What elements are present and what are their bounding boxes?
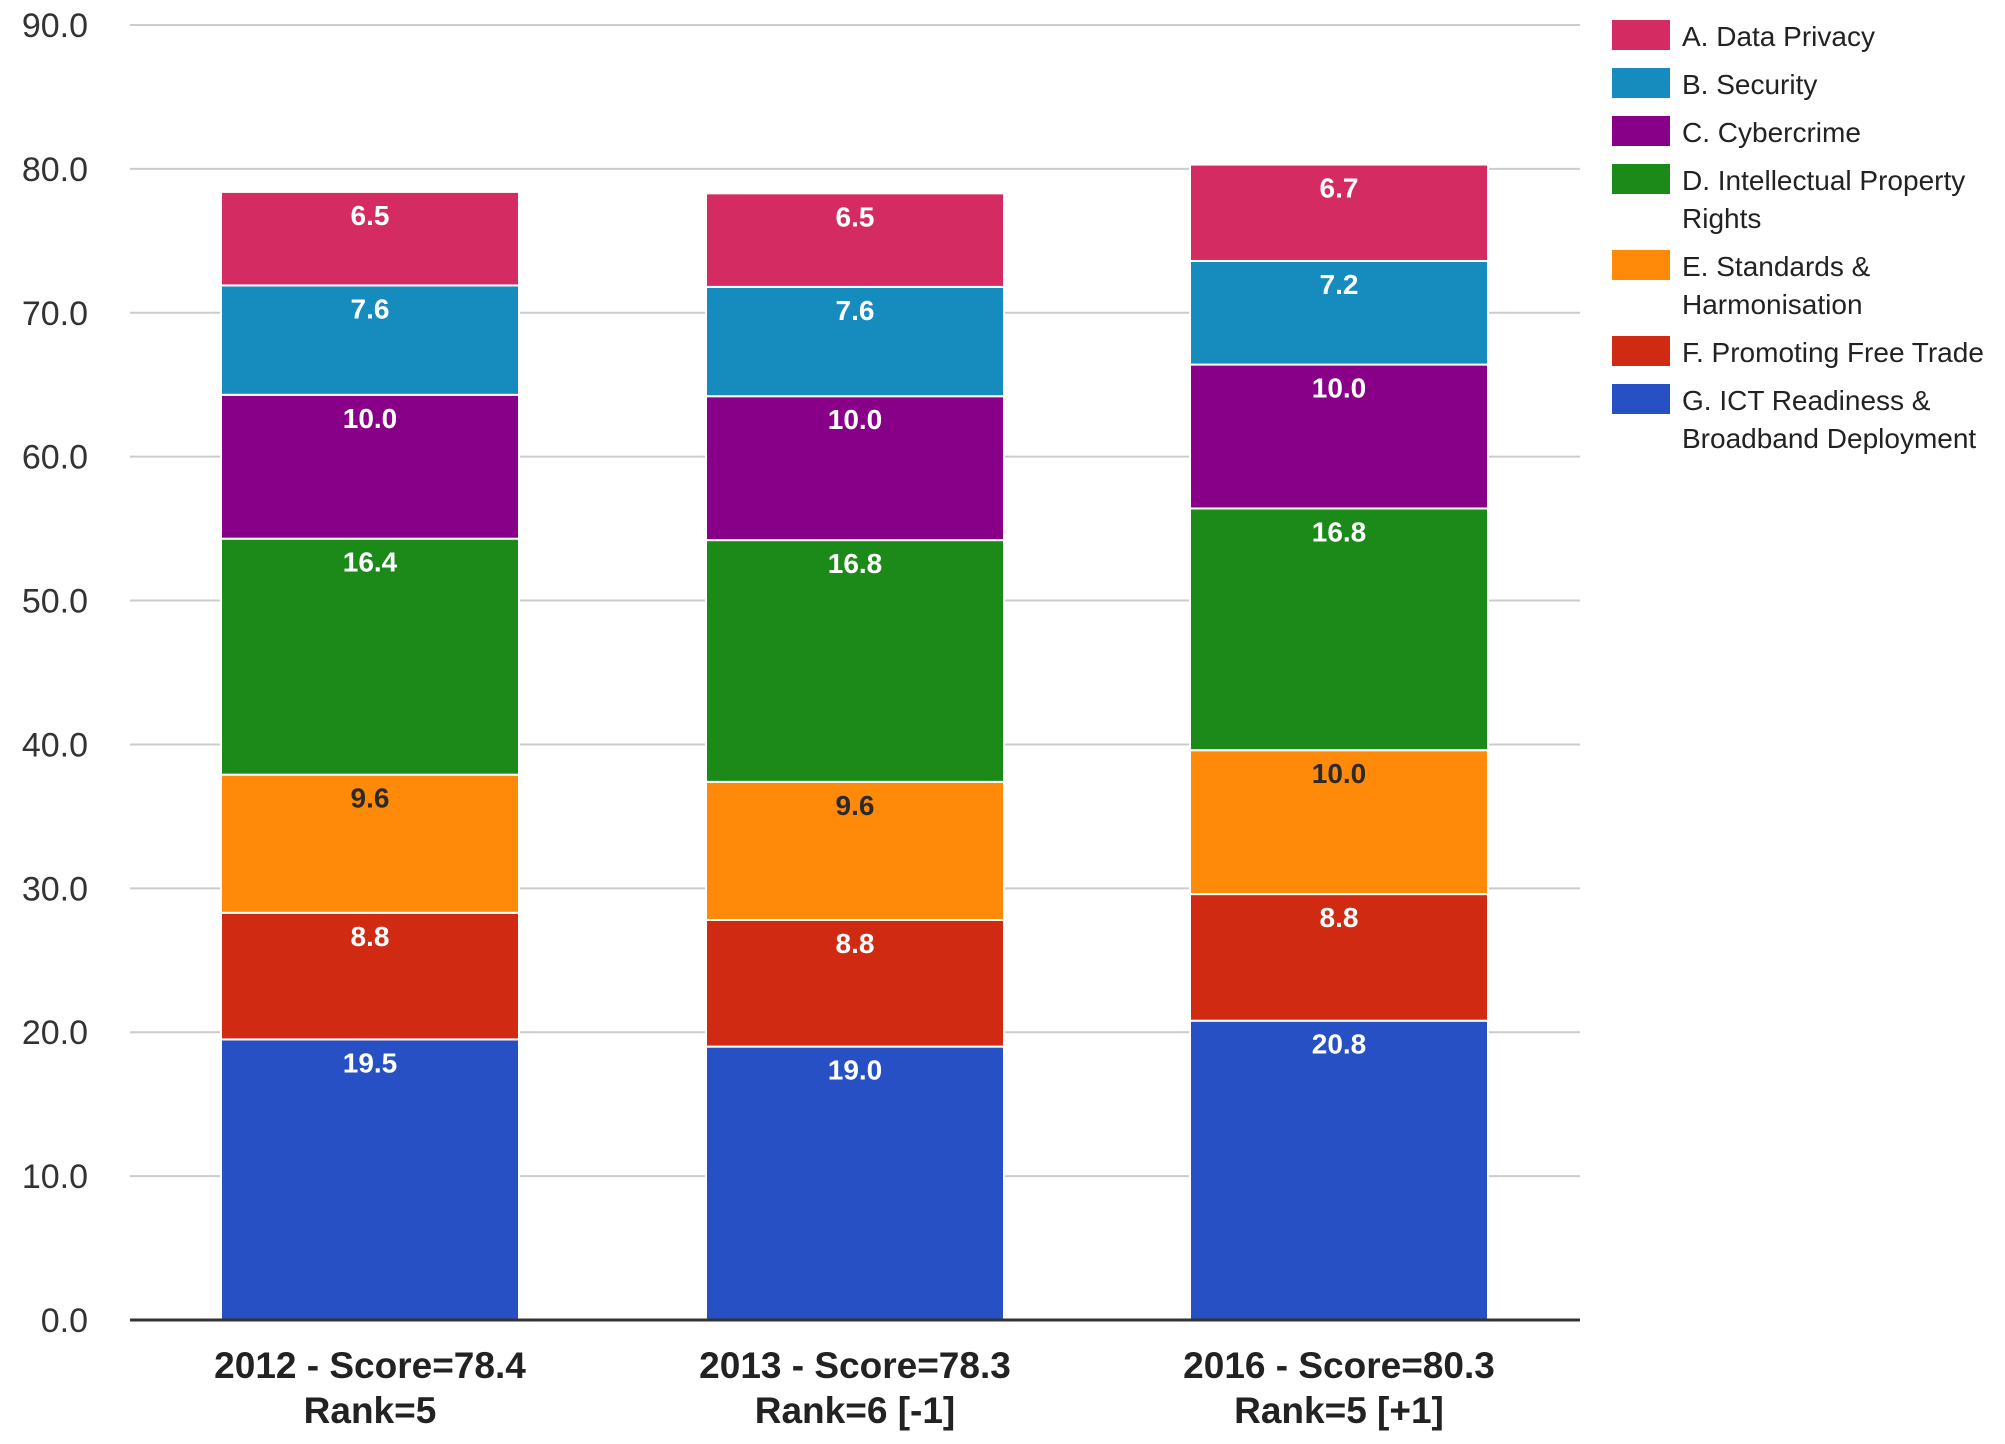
bar-segment <box>220 190 520 287</box>
y-tick-label: 50.0 <box>22 583 88 621</box>
bars <box>220 163 1489 1321</box>
bar-segment <box>705 192 1005 288</box>
legend-swatch <box>1612 384 1670 414</box>
bar-segment <box>1189 363 1489 510</box>
legend-swatch <box>1612 164 1670 194</box>
legend-swatch <box>1612 336 1670 366</box>
legend-label: D. Intellectual Property Rights <box>1682 165 1966 234</box>
y-tick-label: 40.0 <box>22 726 88 764</box>
data-label: 8.8 <box>836 928 875 959</box>
data-label: 20.8 <box>1312 1029 1367 1060</box>
legend-label: E. Standards & Harmonisation <box>1682 251 1871 320</box>
bar-segment <box>705 1045 1005 1321</box>
legend-label: B. Security <box>1682 69 1818 100</box>
data-label: 10.0 <box>828 404 883 435</box>
legend-item: E. Standards & Harmonisation <box>1612 248 2002 324</box>
y-tick-label: 0.0 <box>41 1302 88 1340</box>
bar-segment <box>1189 1019 1489 1321</box>
y-tick-label: 20.0 <box>22 1014 88 1052</box>
x-tick-label: 2016 - Score=80.3 Rank=5 [+1] <box>1183 1345 1495 1431</box>
y-tick-label: 10.0 <box>22 1158 88 1196</box>
data-label: 6.5 <box>351 200 390 231</box>
legend-item: G. ICT Readiness & Broadband Deployment <box>1612 382 2002 458</box>
legend-label: A. Data Privacy <box>1682 21 1875 52</box>
data-label: 10.0 <box>1312 758 1367 789</box>
bar-segment <box>220 1038 520 1321</box>
legend-label: F. Promoting Free Trade <box>1682 337 1984 368</box>
legend-label: G. ICT Readiness & Broadband Deployment <box>1682 385 1977 454</box>
data-label: 6.7 <box>1320 173 1359 204</box>
bar-segment <box>1189 163 1489 262</box>
data-label: 9.6 <box>836 790 875 821</box>
data-label: 10.0 <box>343 403 398 434</box>
data-label: 7.6 <box>836 295 875 326</box>
bar-segment <box>220 537 520 776</box>
y-tick-label: 90.0 <box>22 7 88 45</box>
data-label: 19.5 <box>343 1047 398 1078</box>
data-label: 19.0 <box>828 1055 883 1086</box>
bar-segment <box>1189 507 1489 752</box>
y-tick-label: 60.0 <box>22 439 88 477</box>
bar-segment <box>705 395 1005 542</box>
y-tick-label: 80.0 <box>22 151 88 189</box>
y-tick-label: 30.0 <box>22 870 88 908</box>
bar-segment <box>1189 893 1489 1022</box>
bar-segment <box>705 539 1005 783</box>
bar-segment <box>1189 259 1489 366</box>
legend-swatch <box>1612 68 1670 98</box>
y-axis-tick-labels: 0.0 10.0 20.0 30.0 40.0 50.0 60.0 70.0 80.0 90.0 <box>22 7 88 1340</box>
data-label: 16.4 <box>343 547 398 578</box>
data-labels: 19.5 8.8 9.6 16.4 10.0 7.6 6.5 19.0 8.8 9.6 16.8 10… <box>343 173 1367 1086</box>
data-label: 16.8 <box>828 548 883 579</box>
bar-segment <box>705 918 1005 1048</box>
bar-segment <box>1189 749 1489 896</box>
x-axis-tick-labels: 2012 - Score=78.4 Rank=5 2013 - Score=78.3… <box>214 1345 1495 1431</box>
x-tick-label: 2013 - Score=78.3 Rank=6 [-1] <box>699 1345 1011 1431</box>
data-label: 16.8 <box>1312 516 1367 547</box>
bar-segment <box>220 911 520 1041</box>
legend-item: C. Cybercrime <box>1612 114 2002 152</box>
legend-swatch <box>1612 20 1670 50</box>
data-label: 6.5 <box>836 201 875 232</box>
legend-swatch <box>1612 250 1670 280</box>
legend-item: A. Data Privacy <box>1612 18 2002 56</box>
legend-item: D. Intellectual Property Rights <box>1612 162 2002 238</box>
bar-segment <box>220 284 520 396</box>
data-label: 8.8 <box>1320 902 1359 933</box>
bar-segment <box>705 780 1005 921</box>
data-label: 8.8 <box>351 921 390 952</box>
y-tick-label: 70.0 <box>22 295 88 333</box>
legend: A. Data Privacy B. Security C. Cybercrime D… <box>1612 18 2002 468</box>
legend-item: F. Promoting Free Trade <box>1612 334 2002 372</box>
data-label: 7.2 <box>1320 269 1359 300</box>
legend-swatch <box>1612 116 1670 146</box>
legend-item: B. Security <box>1612 66 2002 104</box>
data-label: 10.0 <box>1312 373 1367 404</box>
x-tick-label: 2012 - Score=78.4 Rank=5 <box>214 1345 526 1431</box>
legend-label: C. Cybercrime <box>1682 117 1861 148</box>
data-label: 7.6 <box>351 293 390 324</box>
bar-segment <box>220 773 520 914</box>
data-label: 9.6 <box>351 783 390 814</box>
